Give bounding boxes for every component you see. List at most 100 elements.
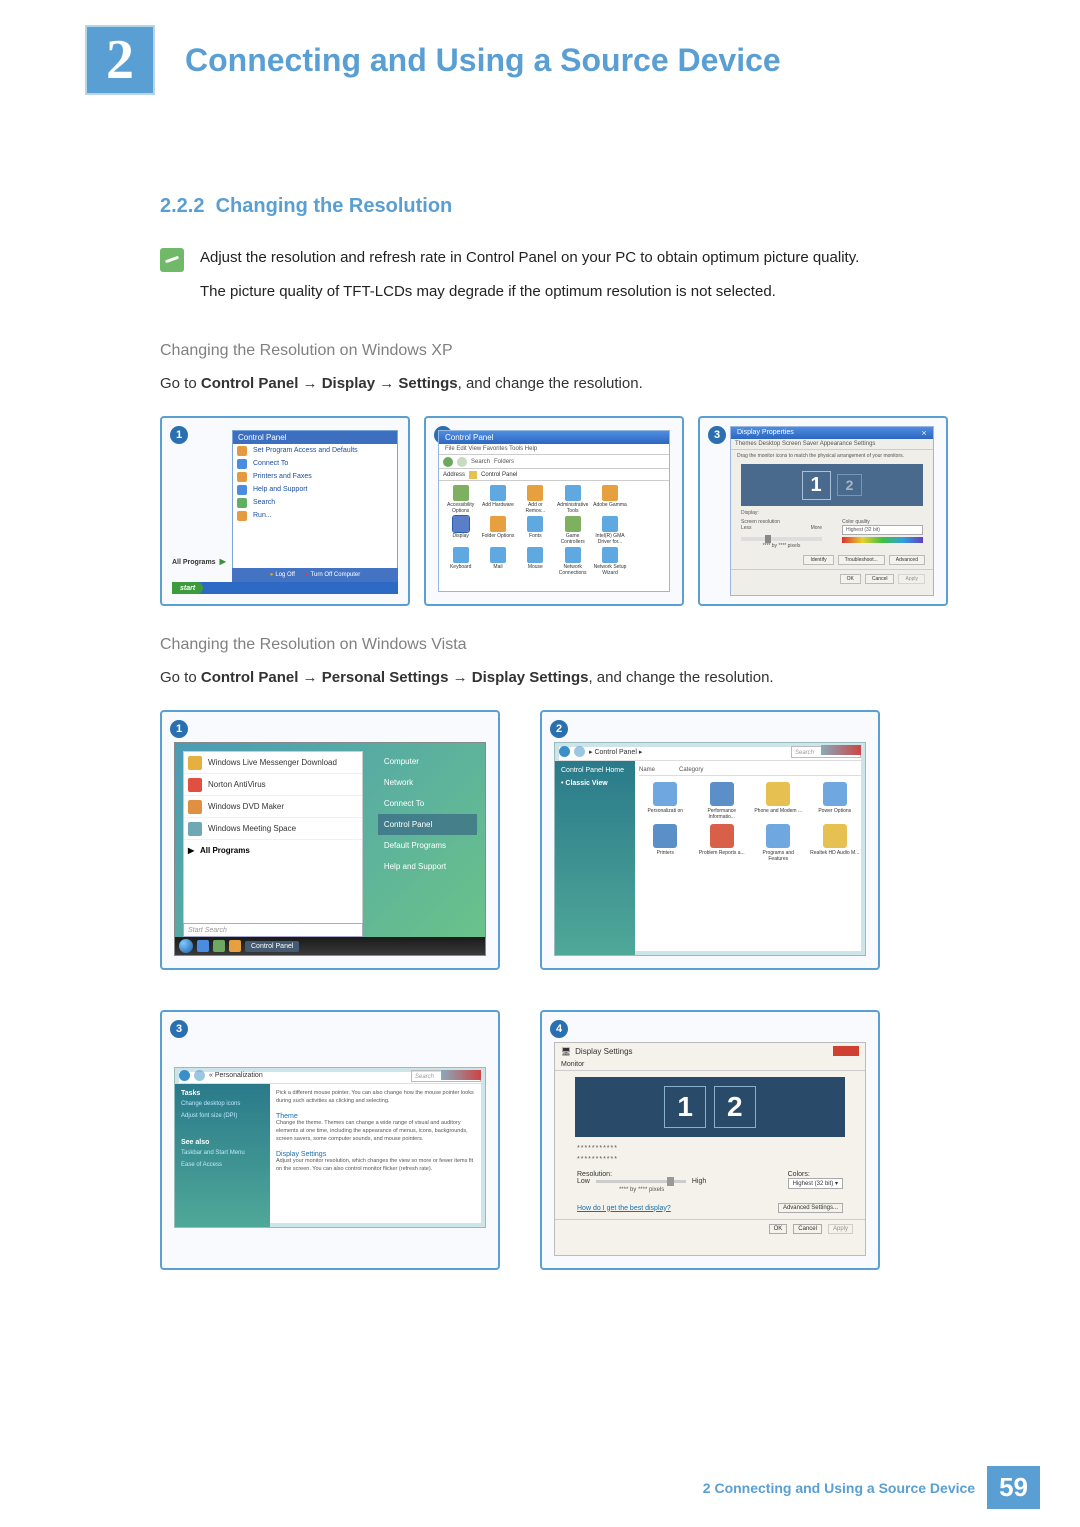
note-text: Adjust the resolution and refresh rate i… bbox=[200, 246, 859, 314]
xp-path3: Settings bbox=[398, 375, 457, 392]
side-link: Control Panel Home bbox=[561, 767, 629, 774]
note-icon bbox=[160, 248, 184, 272]
fwd-icon bbox=[574, 746, 585, 757]
advanced-button: Advanced Settings... bbox=[778, 1203, 843, 1213]
section-number: 2.2.2 bbox=[160, 195, 204, 217]
ok-button: OK bbox=[840, 574, 861, 584]
entry: Pick a different mouse pointer. You can … bbox=[276, 1090, 479, 1105]
page-content: 2.2.2 Changing the Resolution Adjust the… bbox=[0, 95, 1080, 1270]
address-label: Address bbox=[443, 472, 465, 478]
task-link: Change desktop icons bbox=[181, 1101, 264, 1107]
entry: Display SettingsAdjust your monitor reso… bbox=[276, 1151, 479, 1173]
cp-icon: Folder Options bbox=[480, 516, 515, 545]
start-orb-icon bbox=[179, 939, 193, 953]
window-controls-icon bbox=[441, 1070, 481, 1080]
vista-subheading: Changing the Resolution on Windows Vista bbox=[160, 636, 990, 654]
vista-path1: Control Panel bbox=[201, 669, 299, 686]
apply-button: Apply bbox=[898, 574, 925, 584]
window-controls-icon bbox=[821, 745, 861, 755]
right-item-cp: Control Panel bbox=[378, 814, 477, 835]
logoff-btn: Log Off bbox=[270, 572, 295, 578]
cp-icon: Power Options bbox=[809, 782, 862, 820]
arrow-icon: → bbox=[303, 669, 318, 686]
xp-figure-2: 2 Control Panel File Edit View Favorites… bbox=[424, 416, 684, 606]
xp-path2: Display bbox=[322, 375, 375, 392]
entry: ThemeChange the theme. Themes can change… bbox=[276, 1113, 479, 1143]
nav-bar: « Personalization Search bbox=[175, 1068, 485, 1084]
window-title: Control Panel bbox=[439, 431, 669, 444]
right-item: Help and Support bbox=[378, 856, 477, 877]
icon-grid: Personalizati on Performance Informatio.… bbox=[639, 776, 861, 862]
side-panel: Control Panel Home • Classic View bbox=[555, 761, 635, 955]
cp-icon: Phone and Modem ... bbox=[752, 782, 805, 820]
vista-instr-pre: Go to bbox=[160, 669, 201, 686]
footer-text: 2 Connecting and Using a Source Device bbox=[703, 1480, 975, 1496]
start-menu-title: Control Panel bbox=[233, 431, 397, 444]
menu-item: Run... bbox=[233, 509, 397, 522]
vista-path3: Display Settings bbox=[472, 669, 589, 686]
tab-row: Themes Desktop Screen Saver Appearance S… bbox=[731, 439, 933, 450]
back-icon bbox=[179, 1070, 190, 1081]
logoff-bar: Log Off Turn Off Computer bbox=[232, 568, 398, 582]
figure-badge: 1 bbox=[170, 720, 188, 738]
cp-icon: Add Hardware bbox=[480, 485, 515, 514]
address-value: Control Panel bbox=[481, 472, 517, 478]
start-right-panel: Computer Network Connect To Control Pane… bbox=[378, 751, 477, 927]
color-bar bbox=[842, 537, 923, 543]
hint-text: Drag the monitor icons to match the phys… bbox=[731, 450, 933, 462]
menu-item: Windows DVD Maker bbox=[184, 796, 362, 818]
note-block: Adjust the resolution and refresh rate i… bbox=[160, 246, 990, 314]
xp-subheading: Changing the Resolution on Windows XP bbox=[160, 342, 990, 360]
close-icon: ⨯ bbox=[921, 429, 927, 437]
address-bar: Address Control Panel bbox=[439, 469, 669, 481]
colors-select: Highest (32 bit) ▾ bbox=[788, 1178, 843, 1189]
display-label: Display: bbox=[741, 510, 923, 516]
vista-figure-grid: 1 Windows Live Messenger Download Norton… bbox=[160, 710, 990, 1270]
seealso-link: Ease of Access bbox=[181, 1162, 264, 1168]
chapter-title: Connecting and Using a Source Device bbox=[185, 42, 781, 79]
xp-figure-3: 3 Display Properties⨯ Themes Desktop Scr… bbox=[698, 416, 948, 606]
cp-icon: Add or Remov... bbox=[518, 485, 553, 514]
placeholder-text: *********** bbox=[555, 1143, 865, 1154]
section-title: Changing the Resolution bbox=[216, 195, 453, 217]
folder-icon bbox=[469, 471, 477, 479]
pixels-text: **** by **** pixels bbox=[577, 1187, 706, 1193]
monitor-1: 1 bbox=[802, 471, 831, 500]
troubleshoot-button: Troubleshoot... bbox=[838, 555, 885, 565]
taskbar-icon bbox=[197, 940, 209, 952]
menu-item: Search bbox=[233, 496, 397, 509]
resolution-label: Resolution: bbox=[577, 1171, 706, 1178]
window-title: 🖥 Display Settings bbox=[555, 1043, 865, 1059]
monitor-preview: 1 2 bbox=[575, 1077, 845, 1137]
column-headers: NameCategory bbox=[639, 765, 861, 776]
menu-item: Help and Support bbox=[233, 483, 397, 496]
vista-instruction: Go to Control Panel → Personal Settings … bbox=[160, 666, 990, 690]
cp-icon: Network Setup Wizard bbox=[592, 547, 627, 576]
chapter-number-badge: 2 bbox=[85, 25, 155, 95]
xp-instruction: Go to Control Panel → Display → Settings… bbox=[160, 372, 990, 396]
back-icon bbox=[443, 457, 453, 467]
figure-badge: 3 bbox=[708, 426, 726, 444]
menu-item: Norton AntiVirus bbox=[184, 774, 362, 796]
section-heading: 2.2.2 Changing the Resolution bbox=[160, 195, 990, 218]
vista-start-menu: Windows Live Messenger Download Norton A… bbox=[174, 742, 486, 956]
note-line1: Adjust the resolution and refresh rate i… bbox=[200, 246, 859, 270]
cp-icon: Personalizati on bbox=[639, 782, 692, 820]
start-search: Start Search bbox=[183, 923, 363, 937]
cp-icon: Performance Informatio... bbox=[696, 782, 749, 820]
vista-control-panel: ▸ Control Panel ▸ Search Control Panel H… bbox=[554, 742, 866, 956]
page-header: 2 Connecting and Using a Source Device bbox=[0, 0, 1080, 95]
vista-figure-4: 4 🖥 Display Settings Monitor 1 2 *******… bbox=[540, 1010, 880, 1270]
help-row: How do I get the best display? Advanced … bbox=[555, 1195, 865, 1215]
display-settings-window: 🖥 Display Settings Monitor 1 2 *********… bbox=[554, 1042, 866, 1256]
personalization-window: « Personalization Search Tasks Change de… bbox=[174, 1067, 486, 1228]
taskbar-icon bbox=[229, 940, 241, 952]
xp-start-menu: Control Panel Set Program Access and Def… bbox=[232, 430, 398, 576]
right-item: Connect To bbox=[378, 793, 477, 814]
pixels-text: **** by **** pixels bbox=[741, 543, 822, 549]
toolbar: Search Folders bbox=[439, 455, 669, 469]
ok-button: OK bbox=[769, 1224, 788, 1234]
menu-item: Printers and Faxes bbox=[233, 470, 397, 483]
tab: Monitor bbox=[555, 1059, 865, 1071]
vista-figure-1: 1 Windows Live Messenger Download Norton… bbox=[160, 710, 500, 970]
